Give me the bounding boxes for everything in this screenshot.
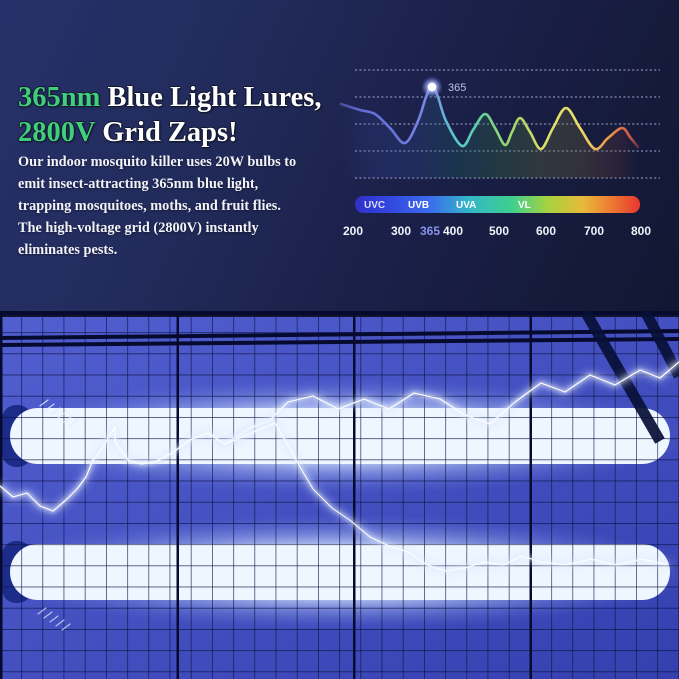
svg-text:VL: VL <box>518 200 531 211</box>
svg-text:200: 200 <box>343 224 363 238</box>
svg-text:365: 365 <box>420 224 440 238</box>
svg-text:UVC: UVC <box>364 200 385 211</box>
svg-text:800: 800 <box>631 224 651 238</box>
svg-text:UVB: UVB <box>408 200 429 211</box>
svg-text:400: 400 <box>443 224 463 238</box>
svg-text:UVA: UVA <box>456 200 476 211</box>
svg-text:365: 365 <box>448 82 466 94</box>
svg-text:500: 500 <box>489 224 509 238</box>
svg-text:300: 300 <box>391 224 411 238</box>
svg-text:600: 600 <box>536 224 556 238</box>
svg-text:700: 700 <box>584 224 604 238</box>
